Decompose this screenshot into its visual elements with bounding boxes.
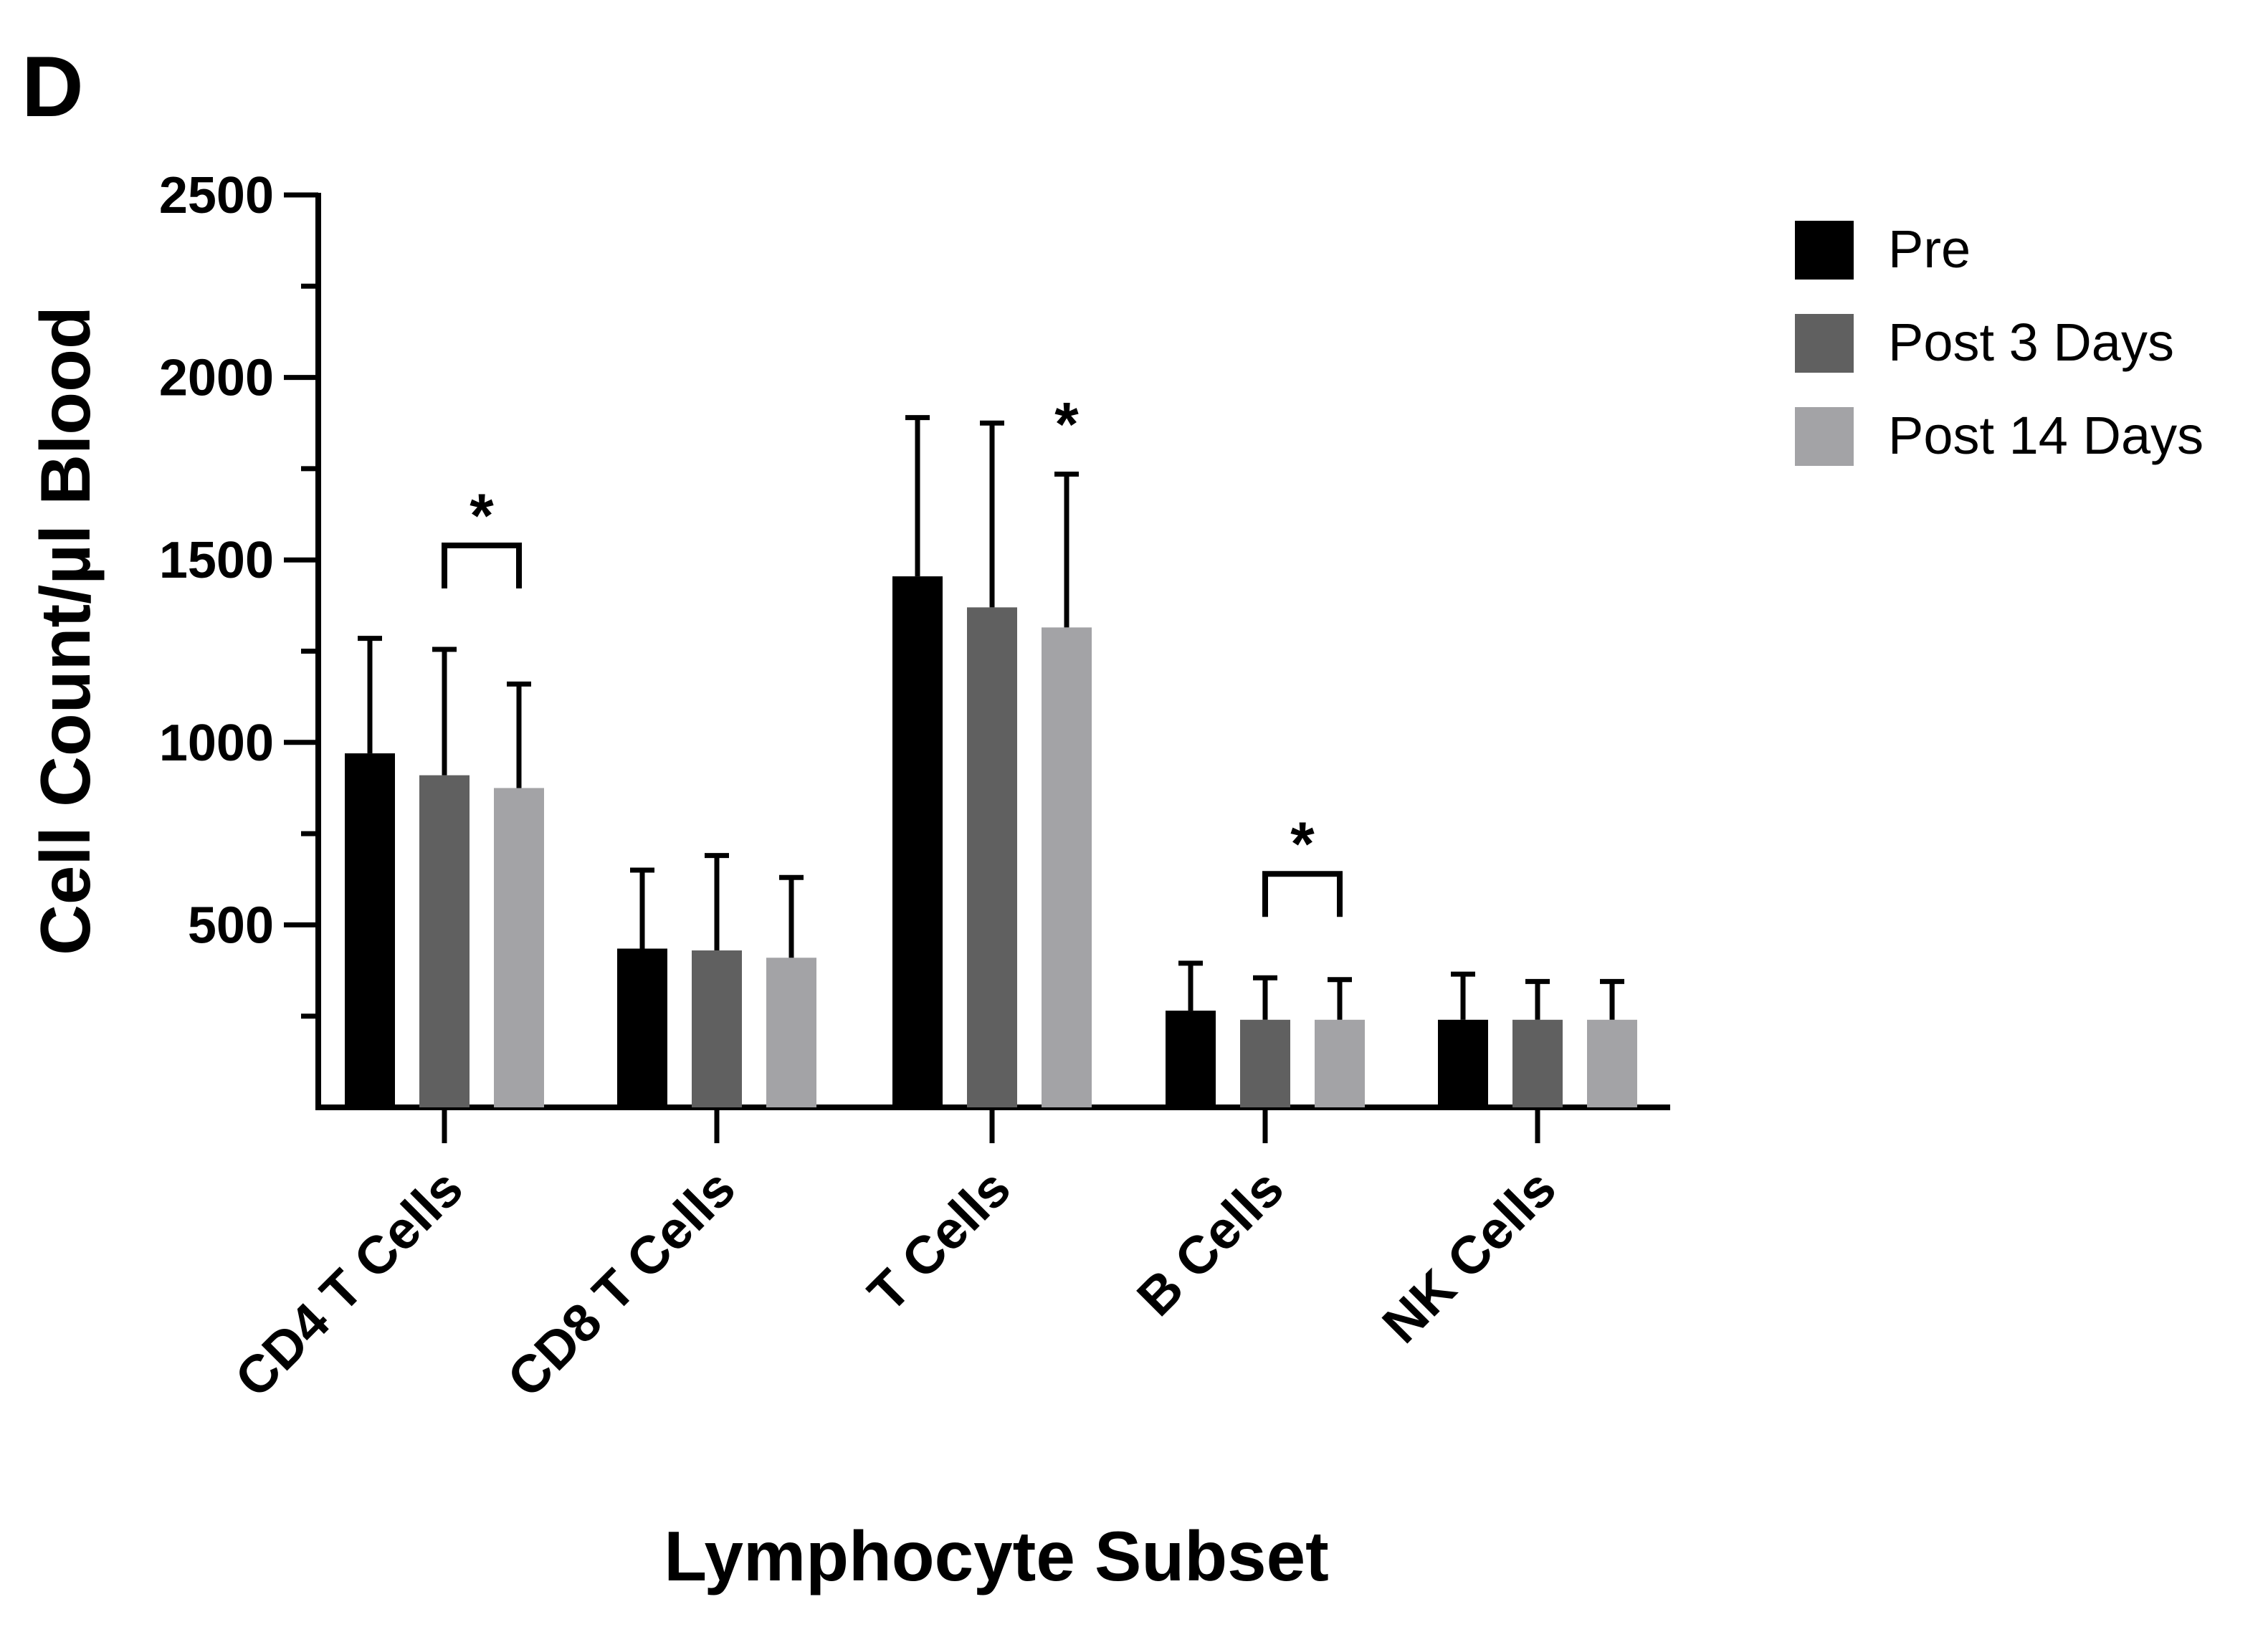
bar [1240, 1019, 1290, 1107]
y-axis-title: Cell Count/µl Blood [26, 306, 105, 955]
bar [419, 775, 470, 1107]
x-tick-label: NK Cells [1371, 1158, 1567, 1355]
legend-label: Post 3 Days [1888, 312, 2174, 372]
y-tick-label: 2000 [159, 350, 274, 407]
significance-bracket [442, 542, 522, 588]
bar [494, 788, 544, 1107]
significance-star: * [1054, 391, 1079, 459]
legend-swatch [1795, 221, 1854, 280]
x-tick-label: CD8 T Cells [496, 1158, 746, 1408]
bar [692, 950, 742, 1107]
bar [892, 576, 943, 1107]
bar [345, 753, 395, 1107]
bar [617, 948, 667, 1107]
significance-star: * [470, 482, 494, 550]
panel-label: D [22, 39, 84, 135]
y-tick-label: 500 [188, 897, 274, 954]
bars [345, 415, 1637, 1107]
legend: Pre Post 3 Days Post 14 Days [1795, 219, 2203, 466]
bar [1512, 1019, 1563, 1107]
bar [1438, 1019, 1488, 1107]
x-axis-title: Lymphocyte Subset [664, 1517, 1329, 1595]
bar [1166, 1011, 1216, 1107]
bar [967, 607, 1017, 1107]
legend-swatch [1795, 314, 1854, 373]
significance-annotations: * * * [442, 391, 1343, 917]
legend-label: Post 14 Days [1888, 406, 2203, 465]
bar [1042, 627, 1092, 1107]
y-tick-label: 1500 [159, 532, 274, 589]
y-tick-label: 1000 [159, 715, 274, 772]
significance-star: * [1290, 810, 1315, 879]
bar [1587, 1019, 1637, 1107]
bar [766, 958, 816, 1107]
x-tick-label: CD4 T Cells [224, 1158, 474, 1408]
legend-label: Pre [1888, 219, 1971, 279]
y-tick-label: 2500 [159, 167, 274, 224]
x-tick-label: B Cells [1125, 1158, 1295, 1327]
bar [1315, 1019, 1365, 1107]
legend-swatch [1795, 407, 1854, 466]
x-tick-label: T Cells [857, 1158, 1021, 1323]
significance-bracket [1262, 871, 1343, 917]
